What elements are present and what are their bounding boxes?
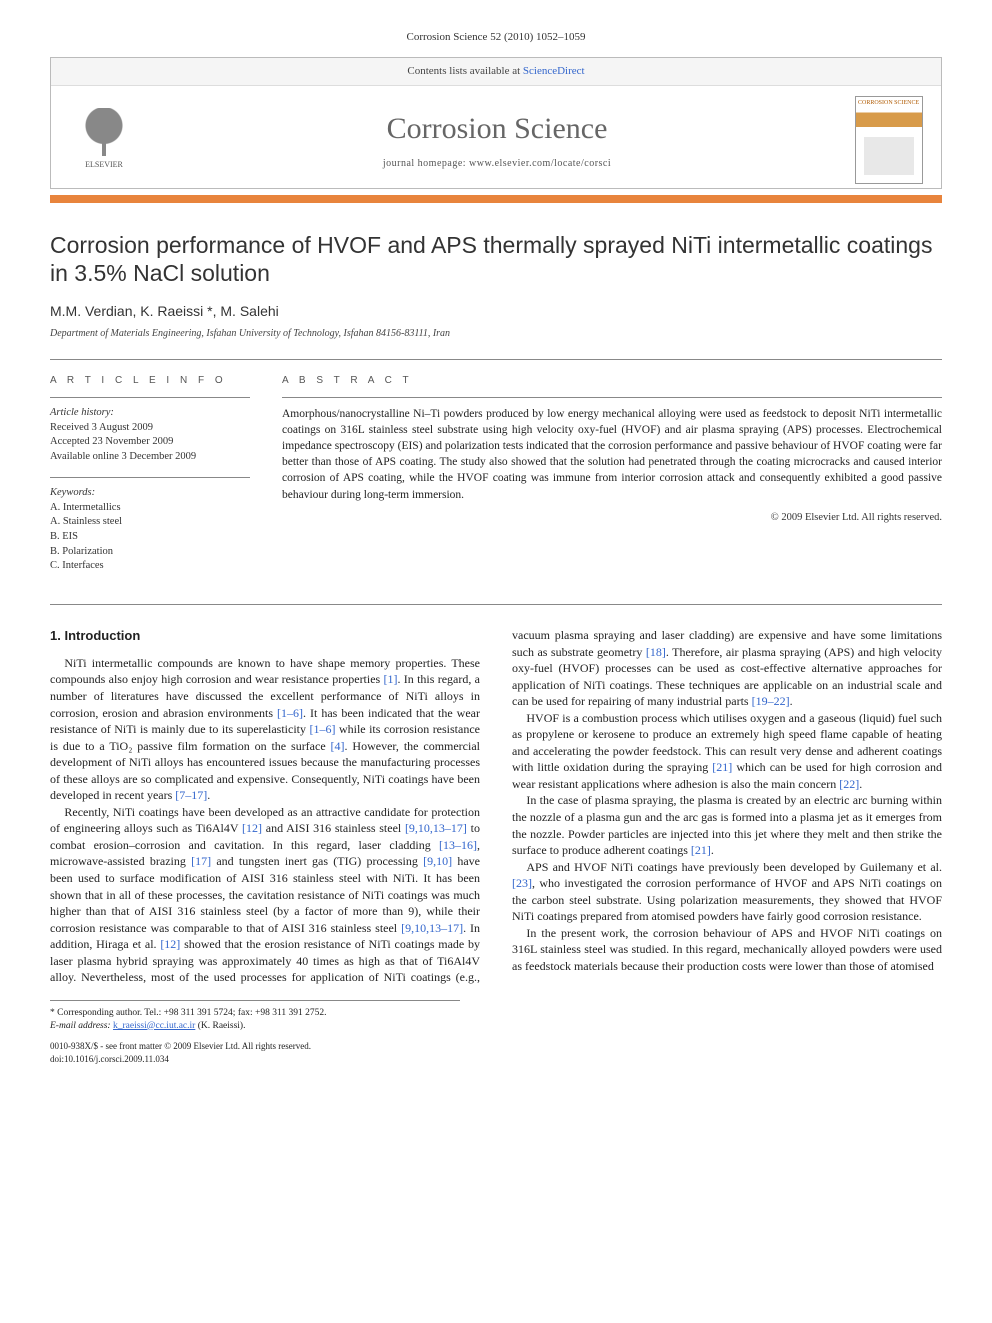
contents-line: Contents lists available at ScienceDirec… <box>51 58 941 86</box>
citation[interactable]: [1–6] <box>277 706 303 720</box>
paragraph: In the present work, the corrosion behav… <box>512 925 942 975</box>
journal-title: Corrosion Science <box>139 109 855 150</box>
keyword: B. EIS <box>50 530 250 545</box>
citation[interactable]: [19–22] <box>752 694 790 708</box>
article-title: Corrosion performance of HVOF and APS th… <box>50 231 942 289</box>
history-line: Available online 3 December 2009 <box>50 450 250 465</box>
citation[interactable]: [21] <box>712 760 732 774</box>
article-info: A R T I C L E I N F O Article history: R… <box>50 374 250 586</box>
footer-meta: 0010-938X/$ - see front matter © 2009 El… <box>50 1040 942 1064</box>
citation[interactable]: [22] <box>839 777 859 791</box>
citation[interactable]: [1] <box>384 672 398 686</box>
history-line: Received 3 August 2009 <box>50 421 250 436</box>
email-link[interactable]: k_raeissi@cc.iut.ac.ir <box>113 1021 195 1031</box>
citation[interactable]: [12] <box>242 821 262 835</box>
citation[interactable]: [9,10,13–17] <box>401 921 463 935</box>
email-label: E-mail address: <box>50 1021 113 1031</box>
citation[interactable]: [18] <box>646 645 666 659</box>
citation[interactable]: [23] <box>512 876 532 890</box>
cover-label: CORROSION SCIENCE <box>858 100 919 106</box>
rule-bottom <box>50 604 942 605</box>
abstract: A B S T R A C T Amorphous/nanocrystallin… <box>282 374 942 586</box>
email-suffix: (K. Raeissi). <box>195 1021 245 1031</box>
citation[interactable]: [7–17] <box>175 788 207 802</box>
keywords-label: Keywords: <box>50 486 250 501</box>
doi: doi:10.1016/j.corsci.2009.11.034 <box>50 1053 942 1065</box>
citation[interactable]: [13–16] <box>439 838 477 852</box>
citation[interactable]: [1–6] <box>309 722 335 736</box>
abstract-copyright: © 2009 Elsevier Ltd. All rights reserved… <box>282 511 942 525</box>
authors: M.M. Verdian, K. Raeissi *, M. Salehi <box>50 302 942 321</box>
citation[interactable]: [9,10,13–17] <box>405 821 467 835</box>
running-head: Corrosion Science 52 (2010) 1052–1059 <box>50 30 942 45</box>
publisher-name: ELSEVIER <box>85 160 123 169</box>
corresponding-author: * Corresponding author. Tel.: +98 311 39… <box>50 1000 460 1033</box>
keywords: Keywords: A. Intermetallics A. Stainless… <box>50 486 250 574</box>
homepage-label: journal homepage: <box>383 158 469 169</box>
keyword: C. Interfaces <box>50 559 250 574</box>
section-heading: 1. Introduction <box>50 627 480 645</box>
elsevier-logo: ELSEVIER <box>69 108 139 171</box>
elsevier-tree-icon <box>79 108 129 158</box>
history-label: Article history: <box>50 406 250 421</box>
article-history: Article history: Received 3 August 2009 … <box>50 406 250 465</box>
citation[interactable]: [4] <box>331 739 345 753</box>
paragraph: In the case of plasma spraying, the plas… <box>512 792 942 858</box>
paragraph: HVOF is a combustion process which utili… <box>512 710 942 793</box>
contents-prefix: Contents lists available at <box>407 65 522 77</box>
keyword: B. Polarization <box>50 545 250 560</box>
journal-banner: Contents lists available at ScienceDirec… <box>50 57 942 189</box>
citation[interactable]: [9,10] <box>423 854 452 868</box>
homepage-url[interactable]: www.elsevier.com/locate/corsci <box>469 158 611 169</box>
affiliation: Department of Materials Engineering, Isf… <box>50 327 942 341</box>
journal-homepage: journal homepage: www.elsevier.com/locat… <box>139 157 855 171</box>
accent-bar <box>50 195 942 203</box>
keyword: A. Stainless steel <box>50 515 250 530</box>
paragraph: APS and HVOF NiTi coatings have previous… <box>512 859 942 925</box>
citation[interactable]: [12] <box>160 937 180 951</box>
history-line: Accepted 23 November 2009 <box>50 435 250 450</box>
sciencedirect-link[interactable]: ScienceDirect <box>523 65 585 77</box>
abstract-text: Amorphous/nanocrystalline Ni–Ti powders … <box>282 406 942 503</box>
citation[interactable]: [17] <box>191 854 211 868</box>
info-heading: A R T I C L E I N F O <box>50 374 250 388</box>
corr-line: * Corresponding author. Tel.: +98 311 39… <box>50 1007 460 1020</box>
journal-cover-thumb: CORROSION SCIENCE <box>855 96 923 184</box>
paragraph: NiTi intermetallic compounds are known t… <box>50 655 480 804</box>
citation[interactable]: [21] <box>691 843 711 857</box>
keyword: A. Intermetallics <box>50 501 250 516</box>
body-text: 1. Introduction NiTi intermetallic compo… <box>50 627 942 986</box>
abstract-heading: A B S T R A C T <box>282 374 942 388</box>
issn-line: 0010-938X/$ - see front matter © 2009 El… <box>50 1040 942 1052</box>
